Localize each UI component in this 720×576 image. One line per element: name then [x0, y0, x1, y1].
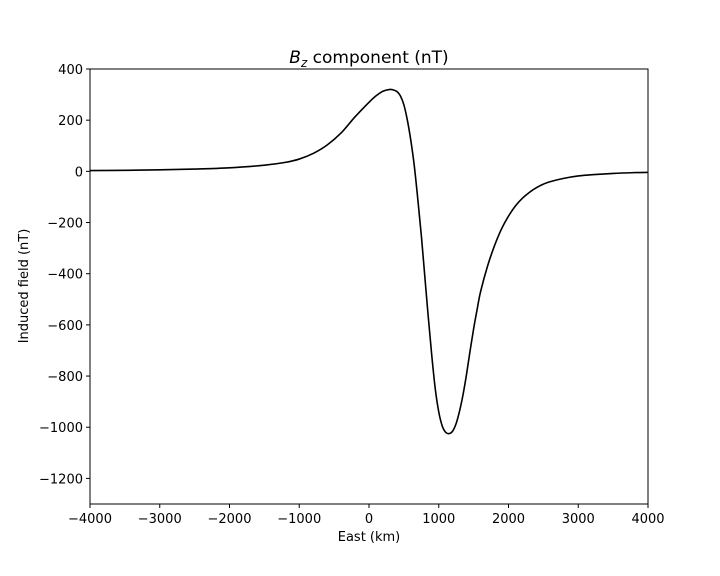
x-tick-label-6: 2000 [492, 512, 525, 527]
x-tick-label-2: −2000 [208, 512, 252, 527]
x-tick-label-0: −4000 [68, 512, 112, 527]
y-tick-label-3: −200 [47, 217, 83, 232]
x-tick-label-3: −1000 [277, 512, 321, 527]
y-tick-label-2: 0 [75, 165, 83, 180]
y-tick-label-8: −1200 [39, 472, 83, 487]
y-tick-label-6: −800 [47, 370, 83, 385]
y-tick-label-4: −400 [47, 268, 83, 283]
ticks-layer: −4000 −3000 −2000 −1000 0 1000 2000 3000 4000400… [39, 63, 665, 527]
series-line [89, 88, 649, 435]
x-tick-label-8: 4000 [631, 512, 664, 527]
x-tick-label-1: −3000 [138, 512, 182, 527]
title-subscript: z [300, 56, 308, 70]
y-tick-label-7: −1000 [39, 421, 83, 436]
x-tick-label-4: 0 [365, 512, 373, 527]
plot-frame [89, 68, 649, 505]
y-axis-label: Induced field (nT) [17, 229, 32, 344]
y-tick-label-5: −600 [47, 319, 83, 334]
x-axis-label: East (km) [338, 530, 401, 545]
y-tick-label-1: 200 [58, 114, 83, 129]
x-tick-label-5: 1000 [422, 512, 455, 527]
x-tick-label-7: 3000 [562, 512, 595, 527]
y-tick-label-0: 400 [58, 63, 83, 78]
title-rest: component (nT) [307, 48, 448, 68]
title-symbol: B [289, 48, 301, 68]
chart-title: Bz component (nT) [289, 48, 448, 70]
